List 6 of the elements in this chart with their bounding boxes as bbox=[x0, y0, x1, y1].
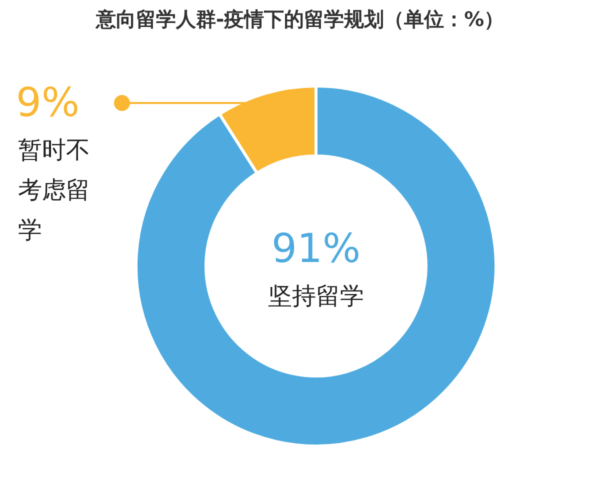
data-label: 91% bbox=[270, 226, 362, 272]
slice-label: 暂时不考虑留学 bbox=[18, 135, 91, 246]
donut-slice bbox=[134, 84, 498, 448]
slice-label: 坚持留学 bbox=[267, 281, 365, 312]
chart-title: 意向留学人群-疫情下的留学规划（单位：%） bbox=[94, 6, 506, 33]
data-label: 9% bbox=[16, 80, 80, 126]
